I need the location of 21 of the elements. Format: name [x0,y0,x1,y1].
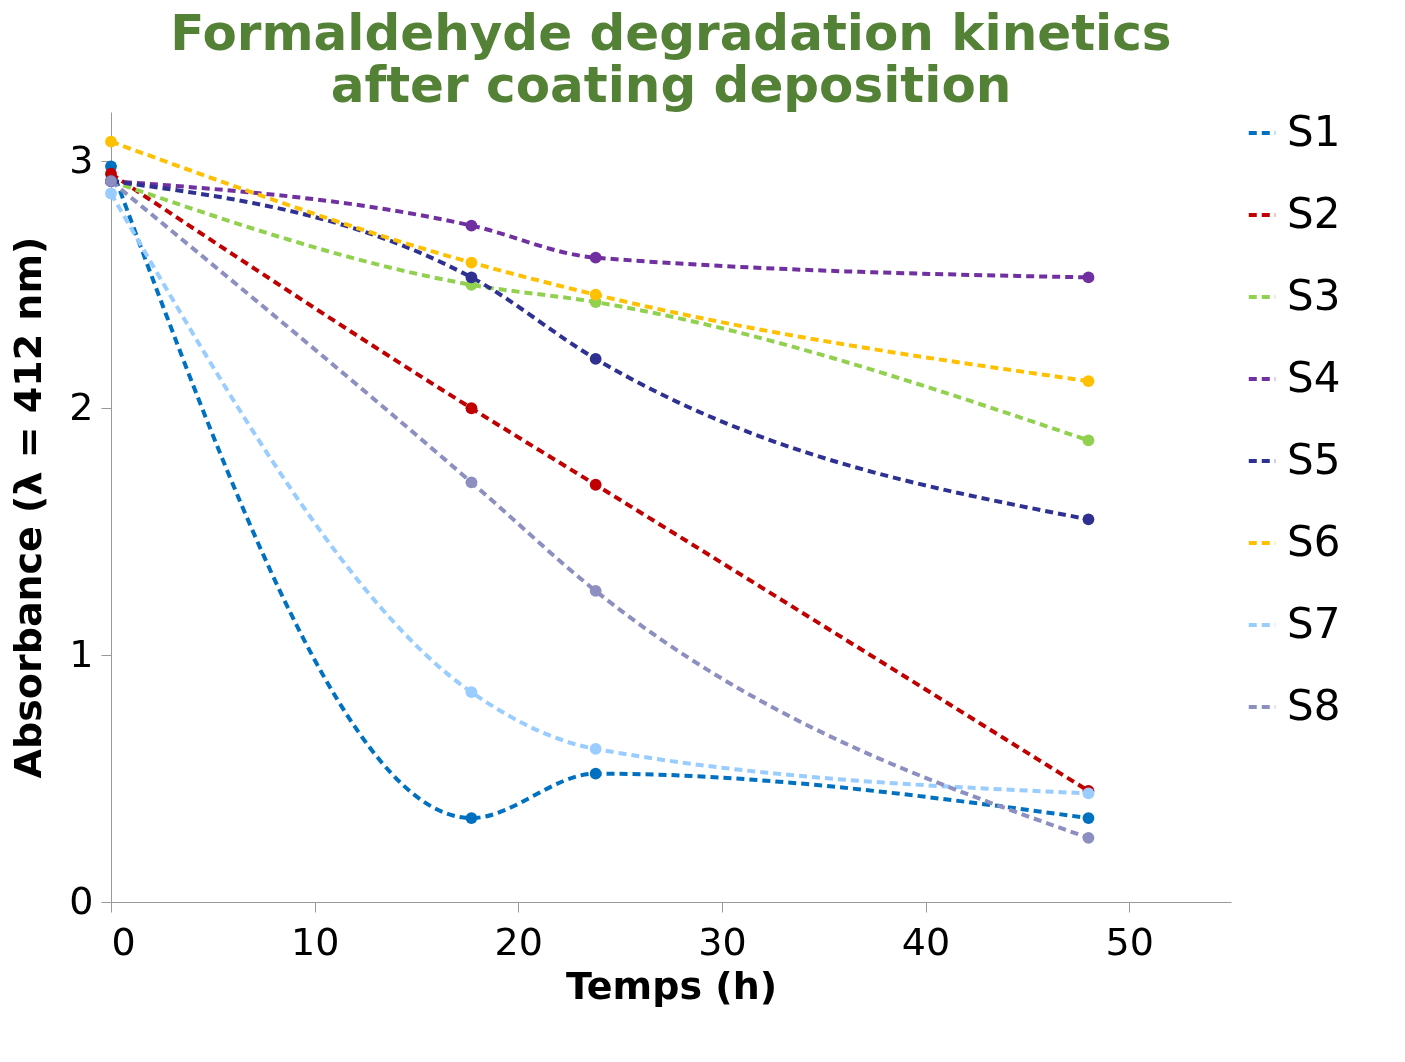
legend-label: S1 [1287,107,1341,156]
y-axis-title: Absorbance (λ = 412 nm) [6,236,51,779]
x-tick-label: 0 [111,919,136,964]
y-tick-label: 2 [69,384,94,429]
x-tick-label: 20 [494,919,543,964]
y-tick-label: 3 [69,137,94,182]
x-tick-label: 40 [901,919,951,964]
legend-label: S2 [1287,189,1341,238]
x-axis-title: Temps (h) [565,963,778,1008]
chart-title: Formaldehyde degradation kinetics after coating deposition [170,4,1172,114]
legend-label: S3 [1287,271,1341,320]
x-tick-label: 30 [698,919,747,964]
y-tick-label: 0 [69,878,94,923]
legend-label: S6 [1287,517,1341,566]
legend-label: S8 [1287,681,1341,730]
y-tick-label: 1 [69,631,94,676]
x-tick-label: 50 [1105,919,1154,964]
legend-label: S5 [1287,435,1341,484]
legend-label: S7 [1287,599,1341,648]
x-tick-label: 10 [290,919,340,964]
legend-label: S4 [1287,353,1341,402]
